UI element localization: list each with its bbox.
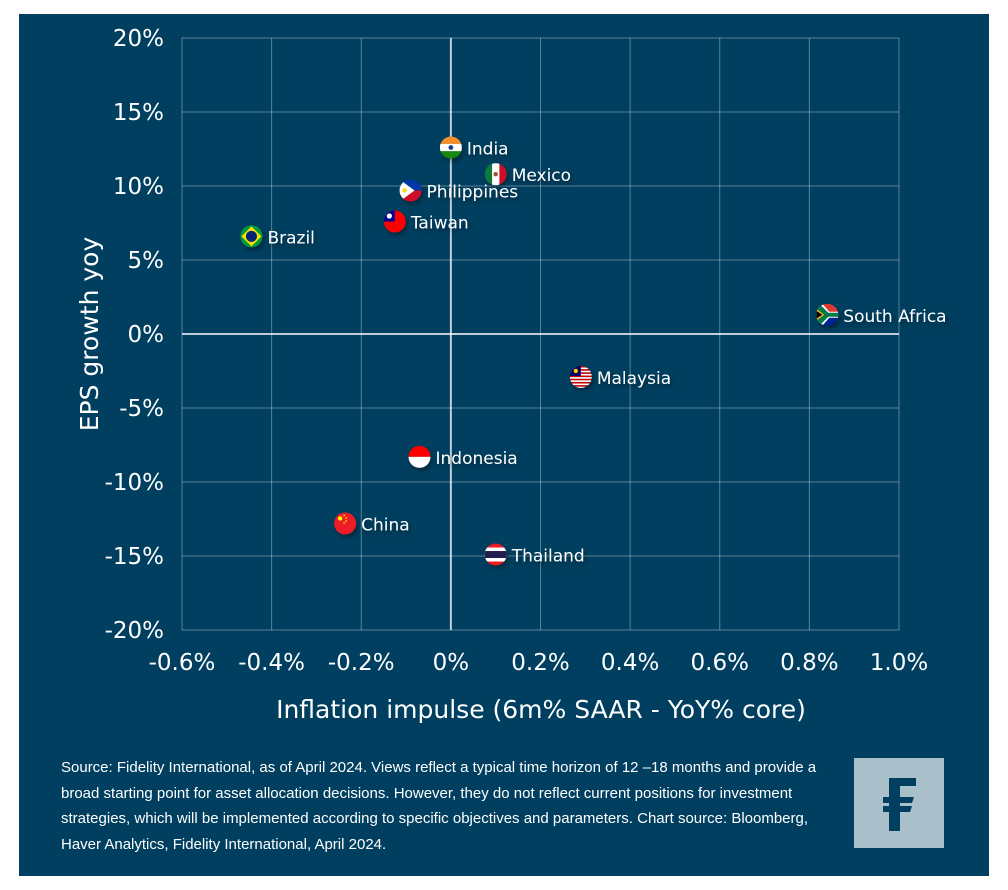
point-label: China (361, 515, 410, 535)
y-axis-title: EPS growth yoy (75, 237, 104, 432)
point-label: India (467, 140, 509, 160)
malaysia-flag-icon (569, 365, 592, 388)
y-tick-label: 10% (113, 174, 164, 200)
point-label: Taiwan (410, 214, 469, 234)
fidelity-f-logo-icon (883, 778, 916, 831)
chart-panel (19, 14, 989, 876)
x-tick-label: -0.4% (238, 650, 305, 676)
x-tick-label: 0.4% (601, 650, 659, 676)
point-label: Mexico (512, 166, 571, 186)
y-tick-label: -5% (119, 396, 164, 422)
data-point-brazil: Brazil (240, 225, 315, 248)
x-axis-title: Inflation impulse (6m% SAAR - YoY% core) (276, 695, 806, 724)
point-label: South Africa (843, 307, 946, 327)
y-tick-label: 15% (113, 100, 164, 126)
point-label: Philippines (427, 182, 519, 202)
data-point-malaysia: Malaysia (569, 365, 671, 389)
thailand-flag-icon (484, 543, 507, 566)
fidelity-logo (854, 758, 944, 848)
brazil-flag-icon (240, 225, 263, 248)
point-label: Brazil (267, 228, 314, 248)
data-point-thailand: Thailand (484, 543, 585, 567)
data-point-philippines: Philippines (399, 179, 519, 202)
axis-ticks: -0.6% -0.4% -0.2% 0% 0.2% 0.4% 0.6% 0.8% 1.0% 20%… (105, 26, 929, 676)
taiwan-flag-icon (383, 210, 406, 233)
y-tick-label: 20% (113, 26, 164, 52)
point-label: Thailand (511, 547, 585, 567)
x-tick-label: 0.2% (511, 650, 569, 676)
grid (181, 37, 900, 631)
data-point-china: China (334, 512, 410, 535)
x-tick-label: 1.0% (870, 650, 928, 676)
data-point-indonesia: Indonesia (408, 445, 518, 469)
x-tick-label: 0.6% (691, 650, 749, 676)
x-tick-label: -0.6% (149, 650, 216, 676)
data-point-south-africa: South Africa (816, 303, 947, 327)
indonesia-flag-icon (408, 445, 431, 468)
mexico-flag-icon (484, 163, 507, 186)
y-tick-label: 0% (128, 322, 165, 348)
y-tick-label: -20% (105, 618, 164, 644)
south-africa-flag-icon (816, 303, 839, 326)
source-footnote: Source: Fidelity International, as of Ap… (61, 759, 817, 853)
x-tick-label: -0.2% (328, 650, 395, 676)
data-point-taiwan: Taiwan (383, 210, 469, 234)
y-tick-label: -15% (105, 544, 164, 570)
x-tick-label: 0% (433, 650, 470, 676)
data-point-mexico: Mexico (484, 163, 571, 186)
china-flag-icon (334, 512, 357, 535)
point-label: Indonesia (436, 449, 518, 469)
x-tick-label: 0.8% (780, 650, 838, 676)
philippines-flag-icon (399, 179, 422, 202)
y-tick-label: 5% (128, 248, 165, 274)
india-flag-icon (439, 136, 462, 159)
data-point-india: India (439, 136, 509, 160)
y-tick-label: -10% (105, 470, 164, 496)
point-label: Malaysia (597, 369, 671, 389)
